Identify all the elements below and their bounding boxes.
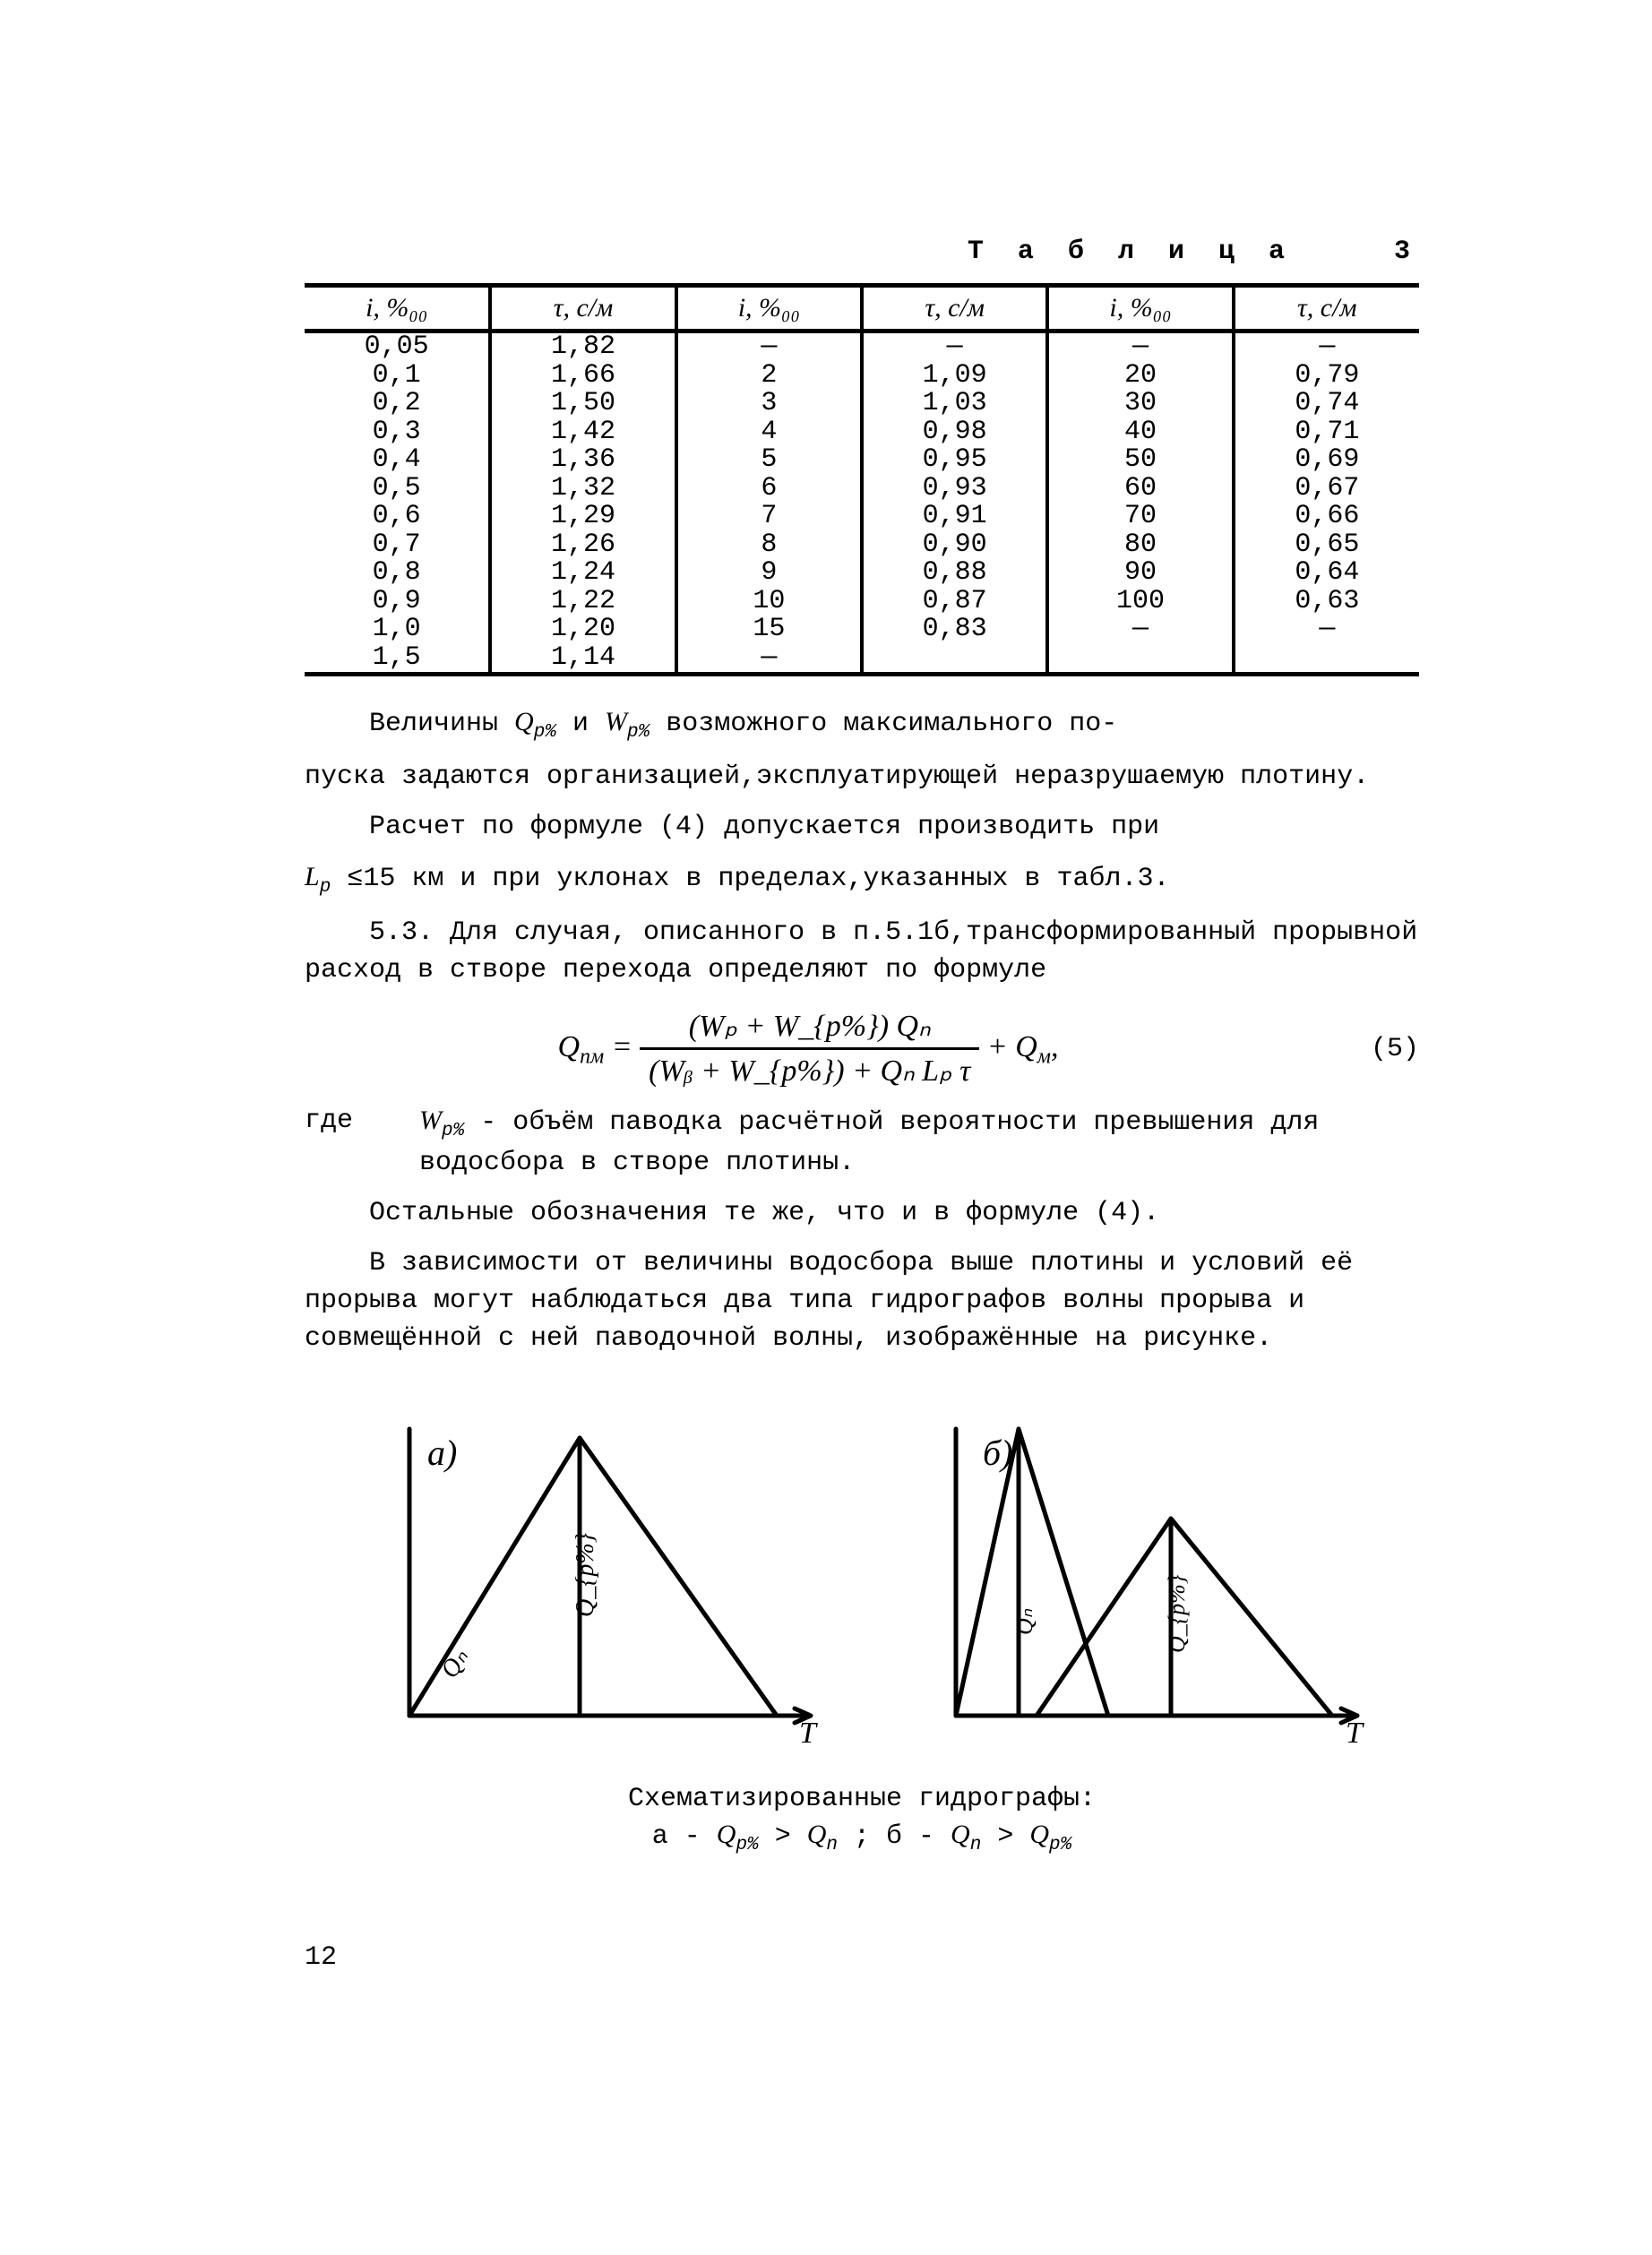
fc-sym3: Q xyxy=(951,1820,970,1849)
table-caption: Т а б л и ц а 3 xyxy=(305,233,1419,271)
col-6-values: — 0,79 0,74 0,71 0,69 0,67 0,66 0,65 0,6… xyxy=(1241,333,1414,644)
panel-a-q1: Qₙ xyxy=(435,1644,474,1683)
fc-sym1: Q xyxy=(717,1820,736,1849)
sym-Wp: W xyxy=(605,707,627,736)
col-5-values: — 20 30 40 50 60 70 80 90 100 — xyxy=(1054,333,1226,644)
panel-b-axis: T xyxy=(1346,1717,1364,1750)
fc-sub2: n xyxy=(826,1835,838,1855)
where-dash: - xyxy=(480,1107,512,1138)
eq5-comma: , xyxy=(1051,1030,1059,1063)
figure-row: а) Qₙ Q_{p%} T б) Qₙ Q_{p%} xyxy=(305,1411,1419,1769)
sym-Qp: Q xyxy=(514,707,534,736)
paragraph-5: В зависимости от величины водосбора выше… xyxy=(305,1244,1419,1357)
where-sym: W xyxy=(419,1106,442,1135)
col-header-4: τ, с/м xyxy=(862,286,1047,331)
p2-rel: ≤15 км и при уклонах в пределах,указанны… xyxy=(347,864,1169,894)
equation-5-number: (5) xyxy=(1312,1030,1419,1068)
eq5-numerator: (Wₚ + W_{p%}) Qₙ xyxy=(640,1005,979,1051)
fc-sym2: Q xyxy=(807,1820,827,1849)
figure: а) Qₙ Q_{p%} T б) Qₙ Q_{p%} xyxy=(305,1411,1419,1857)
panel-b-label: б) xyxy=(983,1433,1012,1473)
p1a: Величины xyxy=(369,709,514,739)
where-block: где Wp% - объём паводка расчётной вероят… xyxy=(305,1102,1419,1182)
figure-panel-b: б) Qₙ Q_{p%} T xyxy=(902,1411,1368,1769)
figure-caption: Схематизированные гидрографы: a - Qp% > … xyxy=(305,1782,1419,1857)
sub-Lp: p xyxy=(320,877,331,898)
col-3-values: — 2 3 4 5 6 7 8 9 10 15 — xyxy=(684,333,855,672)
table-header-row: i, %₀₀ τ, с/м i, %₀₀ τ, с/м i, %₀₀ τ, с/… xyxy=(305,286,1419,331)
sub-Qp: p% xyxy=(534,722,556,743)
eq5-eq-sign: = xyxy=(612,1030,640,1063)
where-label: где xyxy=(305,1102,401,1182)
fig-caption-line1: Схематизированные гидрографы: xyxy=(628,1784,1096,1814)
where-text: объём паводка расчётной вероятности прев… xyxy=(419,1107,1319,1178)
eq5-tail: + Q xyxy=(987,1030,1037,1063)
data-table: i, %₀₀ τ, с/м i, %₀₀ τ, с/м i, %₀₀ τ, с/… xyxy=(305,283,1419,676)
fc-gt2: > xyxy=(997,1821,1029,1852)
paragraph-3: 5.3. Для случая, описанного в п.5.1б,тра… xyxy=(305,914,1419,989)
eq5-tail-sub: м xyxy=(1037,1045,1051,1068)
eq5-fraction: (Wₚ + W_{p%}) Qₙ (Wᵦ + W_{p%}) + Qₙ Lₚ τ xyxy=(640,1005,979,1093)
fc-sep: ; б - xyxy=(854,1821,951,1852)
paragraph-1: Величины Qp% и Wp% возможного максимальн… xyxy=(305,703,1419,745)
panel-a-axis: T xyxy=(799,1717,818,1750)
paragraph-4: Остальные обозначения те же, что и в фор… xyxy=(305,1194,1419,1232)
panel-a-label: а) xyxy=(427,1433,457,1473)
fc-sub3: n xyxy=(970,1835,982,1855)
col-header-5: i, %₀₀ xyxy=(1047,286,1233,331)
sym-Lp: L xyxy=(305,862,320,891)
table-caption-prefix: Т а б л и ц а xyxy=(968,237,1294,267)
col-header-1: i, %₀₀ xyxy=(305,286,490,331)
col-1-values: 0,05 0,1 0,2 0,3 0,4 0,5 0,6 0,7 0,8 0,9… xyxy=(310,333,483,672)
panel-b-q2: Q_{p%} xyxy=(1164,1575,1190,1654)
panel-b-svg: б) Qₙ Q_{p%} T xyxy=(902,1411,1368,1769)
equation-5: Qпм = (Wₚ + W_{p%}) Qₙ (Wᵦ + W_{p%}) + Q… xyxy=(305,1005,1419,1093)
panel-a-q2: Q_{p%} xyxy=(572,1533,599,1617)
where-def: Wp% - объём паводка расчётной вероятност… xyxy=(419,1102,1419,1182)
col-header-3: i, %₀₀ xyxy=(676,286,862,331)
panel-a-svg: а) Qₙ Q_{p%} T xyxy=(356,1411,822,1769)
col-header-2: τ, с/м xyxy=(490,286,675,331)
paragraph-1-cont: пуска задаются организацией,эксплуатирую… xyxy=(305,758,1419,796)
panel-b-q1: Qₙ xyxy=(1011,1609,1037,1636)
fig-caption-a: a - xyxy=(652,1821,717,1852)
fc-sub1: p% xyxy=(736,1835,758,1855)
fc-gt1: > xyxy=(775,1821,807,1852)
equation-5-body: Qпм = (Wₚ + W_{p%}) Qₙ (Wᵦ + W_{p%}) + Q… xyxy=(305,1005,1312,1093)
col-4-values: — 1,09 1,03 0,98 0,95 0,93 0,91 0,90 0,8… xyxy=(869,333,1040,644)
p1b: и xyxy=(572,709,605,739)
eq5-denominator: (Wᵦ + W_{p%}) + Qₙ Lₚ τ xyxy=(640,1050,979,1093)
panel-b-t1 xyxy=(956,1429,1108,1716)
col-header-6: τ, с/м xyxy=(1234,286,1419,331)
p1c: возможного максимального по- xyxy=(666,709,1117,739)
col-2-values: 1,82 1,66 1,50 1,42 1,36 1,32 1,29 1,26 … xyxy=(497,333,668,672)
eq5-lhs-sub: пм xyxy=(580,1045,604,1068)
table-row: 0,05 0,1 0,2 0,3 0,4 0,5 0,6 0,7 0,8 0,9… xyxy=(305,331,1419,675)
eq5-lhs: Q xyxy=(558,1030,581,1063)
fc-sym4: Q xyxy=(1029,1820,1049,1849)
table-3: i, %₀₀ τ, с/м i, %₀₀ τ, с/м i, %₀₀ τ, с/… xyxy=(305,283,1419,676)
sub-Wp: p% xyxy=(627,722,650,743)
table-number: 3 xyxy=(1394,237,1419,267)
figure-panel-a: а) Qₙ Q_{p%} T xyxy=(356,1411,822,1769)
p2a: Расчет по формуле (4) допускается произв… xyxy=(369,812,1159,842)
paragraph-2: Расчет по формуле (4) допускается произв… xyxy=(305,808,1419,846)
where-sub: p% xyxy=(442,1121,464,1141)
page-number: 12 xyxy=(305,1939,1419,1976)
fc-sub4: p% xyxy=(1049,1835,1071,1855)
paragraph-2-cont: Lp ≤15 км и при уклонах в пределах,указа… xyxy=(305,858,1419,900)
